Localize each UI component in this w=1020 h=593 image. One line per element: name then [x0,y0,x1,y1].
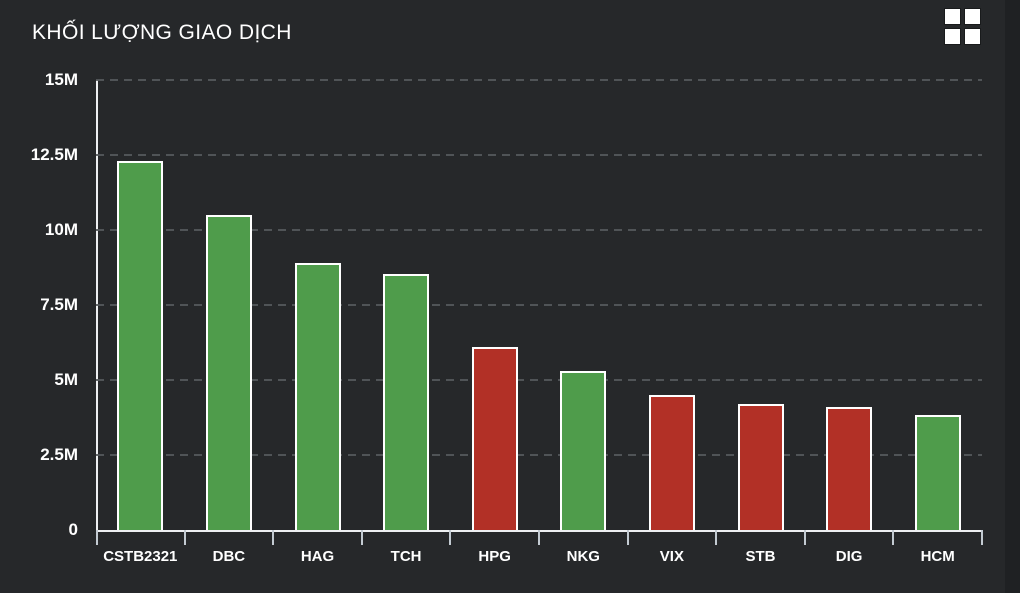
gridline-2.5M [96,454,982,456]
x-axis-tick [272,530,275,545]
gridline-7.5M [96,304,982,306]
x-label-VIX: VIX [659,548,684,565]
bar-NKG[interactable] [560,371,607,530]
grid-icon-square [965,9,980,24]
y-label-10M: 10M [44,220,78,239]
bar-VIX[interactable] [648,395,695,530]
y-axis-line [96,80,98,532]
x-label-HPG: HPG [478,548,511,565]
x-label-HCM: HCM [920,548,955,565]
x-label-STB: STB [745,548,776,565]
bar-STB[interactable] [737,404,784,530]
plot-area: CSTB2321 DBC HAG TCH HPG NKG VIX STB DIG HCM [96,79,983,565]
grid-icon-square [965,29,980,44]
bar-HCM[interactable] [914,414,961,530]
y-label-7.5M: 7.5M [40,295,78,314]
x-axis-tick [803,530,806,545]
x-axis-tick [360,530,363,545]
gridline-15M [96,79,982,81]
y-label-2.5M: 2.5M [40,445,78,464]
y-axis-labels: 0 2.5M 5M 7.5M 10M 12.5M 15M [0,70,78,539]
bar-DIG[interactable] [826,407,873,530]
right-edge-strip [1005,0,1020,593]
bar-CSTB2321[interactable] [117,161,164,530]
x-label-CSTB2321: CSTB2321 [103,548,178,565]
x-label-DIG: DIG [835,548,863,565]
x-axis-tick [892,530,895,545]
bar-HAG[interactable] [294,263,341,530]
x-axis-tick [449,530,452,545]
x-axis-tick [538,530,540,545]
chart-title: KHỐI LƯỢNG GIAO DỊCH [32,21,292,44]
y-label-15M: 15M [44,70,78,89]
bar-DBC[interactable] [205,215,252,530]
x-axis-tick [715,530,718,545]
x-axis-tick [626,530,629,545]
grid-icon[interactable] [945,9,980,44]
bar-HPG[interactable] [471,347,518,530]
x-label-TCH: TCH [390,548,422,565]
x-axis-tick [96,530,98,545]
y-label-0: 0 [68,520,78,539]
bar-TCH[interactable] [383,273,430,530]
gridline-5M [96,379,982,381]
x-label-NKG: NKG [566,548,600,565]
x-label-HAG: HAG [300,548,335,565]
grid-icon-square [945,29,960,44]
grid-icon-square [945,9,960,24]
y-label-12.5M: 12.5M [30,145,78,164]
x-label-DBC: DBC [212,548,246,565]
y-label-5M: 5M [54,370,78,389]
x-axis-tick [183,530,186,545]
gridline-10M [96,229,982,231]
gridline-12.5M [96,154,982,156]
x-axis-tick [981,530,983,545]
